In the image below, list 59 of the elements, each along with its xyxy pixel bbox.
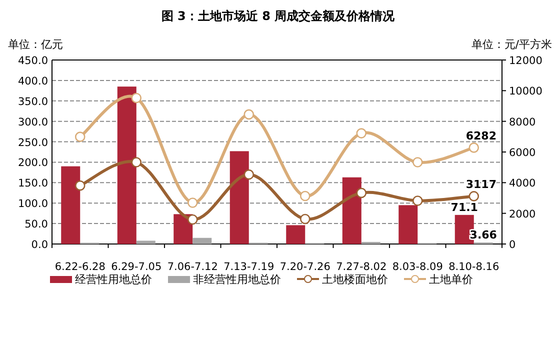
- y2-tick-label: 2000: [509, 208, 536, 220]
- y2-tick-label: 4000: [509, 178, 536, 190]
- point: [244, 169, 254, 180]
- bar: [342, 177, 362, 244]
- point: [356, 188, 367, 198]
- legend-label: 非经营性用地总价: [193, 273, 281, 286]
- bar: [398, 205, 418, 244]
- point: [468, 191, 480, 202]
- bar: [136, 240, 156, 244]
- y2-tick-label: 8000: [509, 116, 536, 128]
- x-tick-label: 7.13-7.19: [224, 261, 274, 273]
- y2-axis-title: 单位：元/平方米: [471, 38, 552, 51]
- point: [187, 214, 198, 225]
- x-tick-label: 8.03-8.09: [392, 261, 443, 273]
- legend-label: 土地楼面地价: [322, 273, 388, 286]
- bar: [192, 238, 212, 244]
- point: [74, 132, 86, 142]
- y2-tick-label: 10000: [509, 86, 542, 98]
- point: [131, 157, 142, 168]
- y-tick-label: 50.0: [24, 218, 48, 231]
- point: [300, 190, 310, 202]
- legend-label: 经营性用地总价: [75, 273, 152, 286]
- x-tick-label: 7.20-7.26: [280, 261, 331, 273]
- y-tick-label: 400.0: [18, 75, 48, 88]
- point: [356, 128, 367, 138]
- y-tick-label: 450.0: [18, 55, 48, 67]
- y-tick-label: 350.0: [18, 96, 48, 108]
- y-axis-title: 单位：亿元: [8, 38, 63, 51]
- y-tick-label: 100.0: [18, 198, 48, 210]
- x-tick-label: 7.27-8.02: [336, 261, 387, 273]
- y-tick-label: 250.0: [18, 136, 48, 149]
- y-tick-label: 200.0: [18, 157, 48, 170]
- chart-title: 图 3：土地市场近 8 周成交金额及价格情况: [161, 9, 396, 23]
- point: [244, 109, 254, 120]
- y-tick-label: 0.0: [31, 239, 48, 251]
- x-tick-label: 8.10-8.16: [448, 261, 500, 273]
- y-tick-label: 300.0: [18, 116, 48, 128]
- legend-label: 土地单价: [429, 273, 473, 286]
- x-tick-label: 7.06-7.12: [167, 261, 218, 273]
- y2-tick-label: 12000: [509, 55, 542, 67]
- y2-tick-label: 0: [509, 239, 516, 251]
- data-label: 3117: [466, 178, 496, 192]
- y-tick-label: 150.0: [18, 178, 48, 190]
- point: [412, 196, 423, 206]
- bar: [230, 151, 249, 244]
- y2-tick-label: 6000: [509, 147, 536, 159]
- point: [187, 198, 198, 208]
- bar: [286, 225, 306, 244]
- x-tick-label: 6.29-7.05: [111, 261, 162, 273]
- point: [300, 214, 310, 224]
- data-label: 6282: [466, 130, 496, 143]
- point: [412, 157, 423, 168]
- bar: [61, 166, 80, 244]
- data-label: 71.1: [450, 200, 478, 214]
- point: [74, 180, 86, 191]
- x-tick-label: 6.22-6.28: [54, 261, 106, 273]
- point: [468, 142, 480, 153]
- bar: [117, 86, 136, 244]
- point: [131, 92, 142, 104]
